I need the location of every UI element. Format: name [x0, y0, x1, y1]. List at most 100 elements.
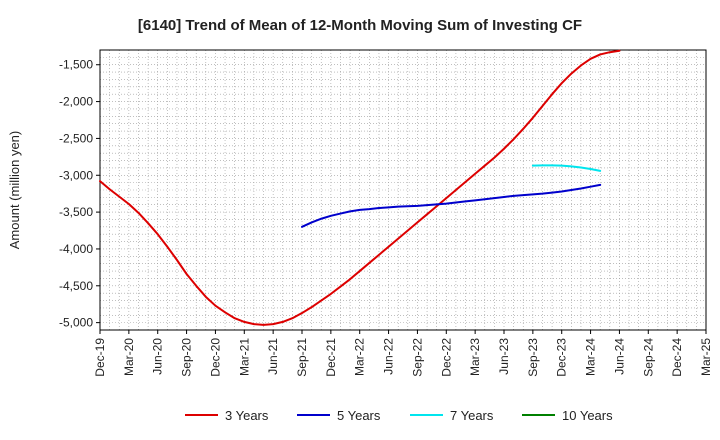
data-point — [551, 191, 553, 194]
data-point — [358, 270, 361, 272]
data-point — [358, 209, 361, 211]
data-point — [378, 207, 380, 209]
data-point — [455, 189, 457, 191]
data-point — [541, 105, 544, 107]
data-point — [618, 49, 621, 52]
data-point — [426, 204, 428, 206]
data-point — [445, 202, 448, 205]
y-tick-label: -3,000 — [59, 168, 93, 182]
data-point — [580, 187, 582, 190]
data-point — [387, 206, 390, 209]
data-point — [483, 164, 486, 167]
y-tick-label: -5,000 — [59, 316, 93, 330]
legend-7-years-label: 7 Years — [450, 408, 494, 423]
data-point — [310, 306, 313, 308]
data-point — [301, 312, 303, 314]
legend-3-years-label: 3 Years — [225, 408, 269, 423]
data-point — [551, 164, 553, 167]
data-point — [532, 116, 534, 119]
data-point — [330, 293, 332, 295]
x-tick-label: Sep-21 — [295, 338, 309, 377]
data-point — [541, 192, 544, 195]
data-point — [445, 197, 448, 199]
y-tick-label: -4,000 — [59, 242, 93, 256]
data-point — [339, 212, 342, 215]
data-point — [387, 245, 390, 248]
data-point — [166, 245, 169, 248]
data-point — [560, 190, 563, 193]
x-tick-label: Dec-24 — [670, 338, 684, 377]
data-point — [512, 138, 515, 140]
y-tick-label: -2,000 — [59, 95, 93, 109]
y-tick-label: -3,500 — [59, 205, 93, 219]
data-point — [426, 213, 428, 216]
x-tick-label: Sep-24 — [641, 338, 655, 377]
x-tick-label: Jun-20 — [151, 338, 165, 375]
data-point — [474, 172, 476, 175]
data-point — [205, 296, 207, 298]
x-tick-label: Jun-24 — [612, 338, 626, 375]
legend-5-years-label: 5 Years — [337, 408, 381, 423]
data-point — [339, 285, 342, 288]
data-point — [281, 321, 284, 323]
x-tick-label: Mar-20 — [122, 338, 136, 376]
data-point — [99, 180, 101, 182]
data-point — [503, 196, 505, 198]
data-point — [589, 185, 592, 188]
data-point — [435, 205, 438, 208]
data-point — [397, 237, 399, 240]
data-point — [560, 164, 563, 167]
data-point — [551, 93, 553, 96]
x-tick-label: Jun-21 — [266, 338, 280, 375]
data-point — [609, 51, 611, 54]
data-point — [464, 200, 467, 203]
data-point — [397, 205, 399, 208]
x-tick-label: Mar-21 — [237, 338, 251, 376]
data-point — [407, 229, 409, 232]
x-tick-label: Sep-20 — [180, 338, 194, 377]
data-point — [310, 221, 313, 224]
data-point — [599, 170, 601, 172]
data-point — [320, 217, 323, 220]
data-point — [599, 184, 601, 186]
x-tick-label: Sep-22 — [410, 338, 424, 377]
data-point — [580, 166, 582, 169]
x-tick-label: Dec-19 — [93, 338, 107, 377]
x-axis: Dec-19 Mar-20 Jun-20 Sep-20 Dec-20 Mar-21 Jun-… — [93, 330, 713, 377]
y-axis: -1,500 -2,000 -2,500 -3,000 -3,500 -4,000 -4,5… — [59, 58, 100, 330]
chart-title: [6140] Trend of Mean of 12-Month Moving … — [138, 17, 582, 34]
data-point — [570, 72, 573, 75]
data-point — [435, 203, 438, 206]
data-point — [580, 64, 582, 67]
data-point — [532, 193, 534, 196]
x-tick-label: Dec-22 — [439, 338, 453, 377]
data-point — [349, 210, 351, 213]
data-point — [253, 323, 255, 325]
x-tick-label: Mar-22 — [353, 338, 367, 376]
data-point — [128, 203, 130, 205]
data-point — [493, 197, 496, 199]
series-lines — [99, 49, 621, 326]
plot-frame — [99, 49, 707, 331]
series-line-7-years — [531, 164, 602, 172]
x-tick-label: Dec-23 — [555, 338, 569, 377]
data-point — [570, 165, 573, 168]
data-point — [176, 259, 178, 261]
x-tick-label: Jun-22 — [382, 338, 396, 375]
data-point — [522, 128, 525, 130]
data-point — [243, 321, 246, 323]
data-point — [320, 299, 323, 302]
data-point — [589, 168, 592, 170]
data-point — [368, 208, 371, 210]
data-point — [464, 181, 467, 183]
data-point — [233, 317, 236, 320]
data-point — [108, 188, 111, 191]
data-point — [416, 205, 419, 207]
data-point — [570, 189, 573, 191]
data-point — [349, 278, 351, 280]
data-point — [291, 317, 294, 320]
y-tick-label: -1,500 — [59, 58, 93, 72]
data-point — [301, 226, 303, 228]
x-tick-label: Mar-25 — [699, 338, 713, 376]
data-point — [224, 311, 226, 314]
